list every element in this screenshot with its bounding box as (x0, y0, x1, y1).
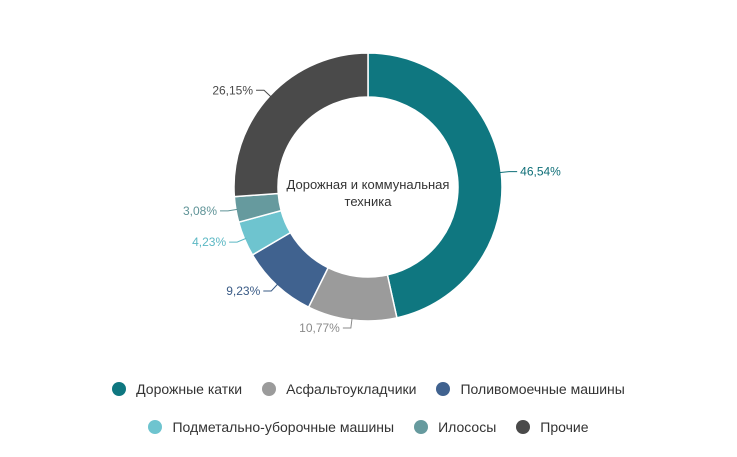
legend-marker (148, 420, 163, 434)
legend-item-ilososy[interactable]: Илососы (414, 419, 496, 435)
data-label-1: 10,77% (299, 321, 340, 335)
legend-item-polivomoechnye[interactable]: Поливомоечные машины (436, 381, 625, 397)
legend-row-1: Дорожные катки Асфальтоукладчики Поливом… (0, 381, 737, 397)
leader-line-0 (499, 171, 518, 174)
legend-label: Дорожные катки (136, 381, 243, 397)
data-label-2: 9,23% (226, 284, 260, 298)
leader-line-3 (229, 237, 247, 243)
legend-item-prochie[interactable]: Прочие (516, 419, 589, 435)
data-label-5: 26,15% (212, 83, 253, 97)
center-label-line-2: техника (345, 194, 393, 209)
leader-line-5 (256, 89, 272, 98)
legend-item-asfaltoukladchiki[interactable]: Асфальтоукладчики (262, 381, 416, 397)
legend-marker (516, 420, 531, 434)
data-label-4: 3,08% (183, 204, 217, 218)
legend-label: Прочие (540, 419, 589, 435)
leader-line-1 (342, 317, 353, 329)
legend-item-dorozhnye-katki[interactable]: Дорожные катки (112, 381, 242, 397)
donut-slice-5[interactable] (233, 52, 369, 198)
legend-marker (414, 420, 429, 434)
donut-slice-0[interactable] (367, 52, 503, 319)
center-label-line-1: Дорожная и коммунальная (287, 177, 450, 192)
donut-chart: 46,54% 10,77% 9,23% 4,23% 3,08% 26,15% Дорожн… (183, 52, 561, 335)
data-label-0: 46,54% (520, 165, 561, 179)
legend-label: Подметально-уборочные машины (172, 419, 395, 435)
legend-label: Поливомоечные машины (460, 381, 625, 397)
legend-item-podmetalno[interactable]: Подметально-уборочные машины (148, 419, 394, 435)
legend-row-2: Подметально-уборочные машины Илососы Про… (0, 419, 737, 435)
legend-label: Асфальтоукладчики (286, 381, 417, 397)
legend-marker (436, 382, 451, 396)
leader-line-2 (263, 283, 279, 292)
leader-line-4 (220, 208, 238, 212)
legend-marker (262, 382, 277, 396)
legend-label: Илососы (438, 419, 497, 435)
data-label-3: 4,23% (192, 235, 226, 249)
legend-marker (112, 382, 127, 396)
